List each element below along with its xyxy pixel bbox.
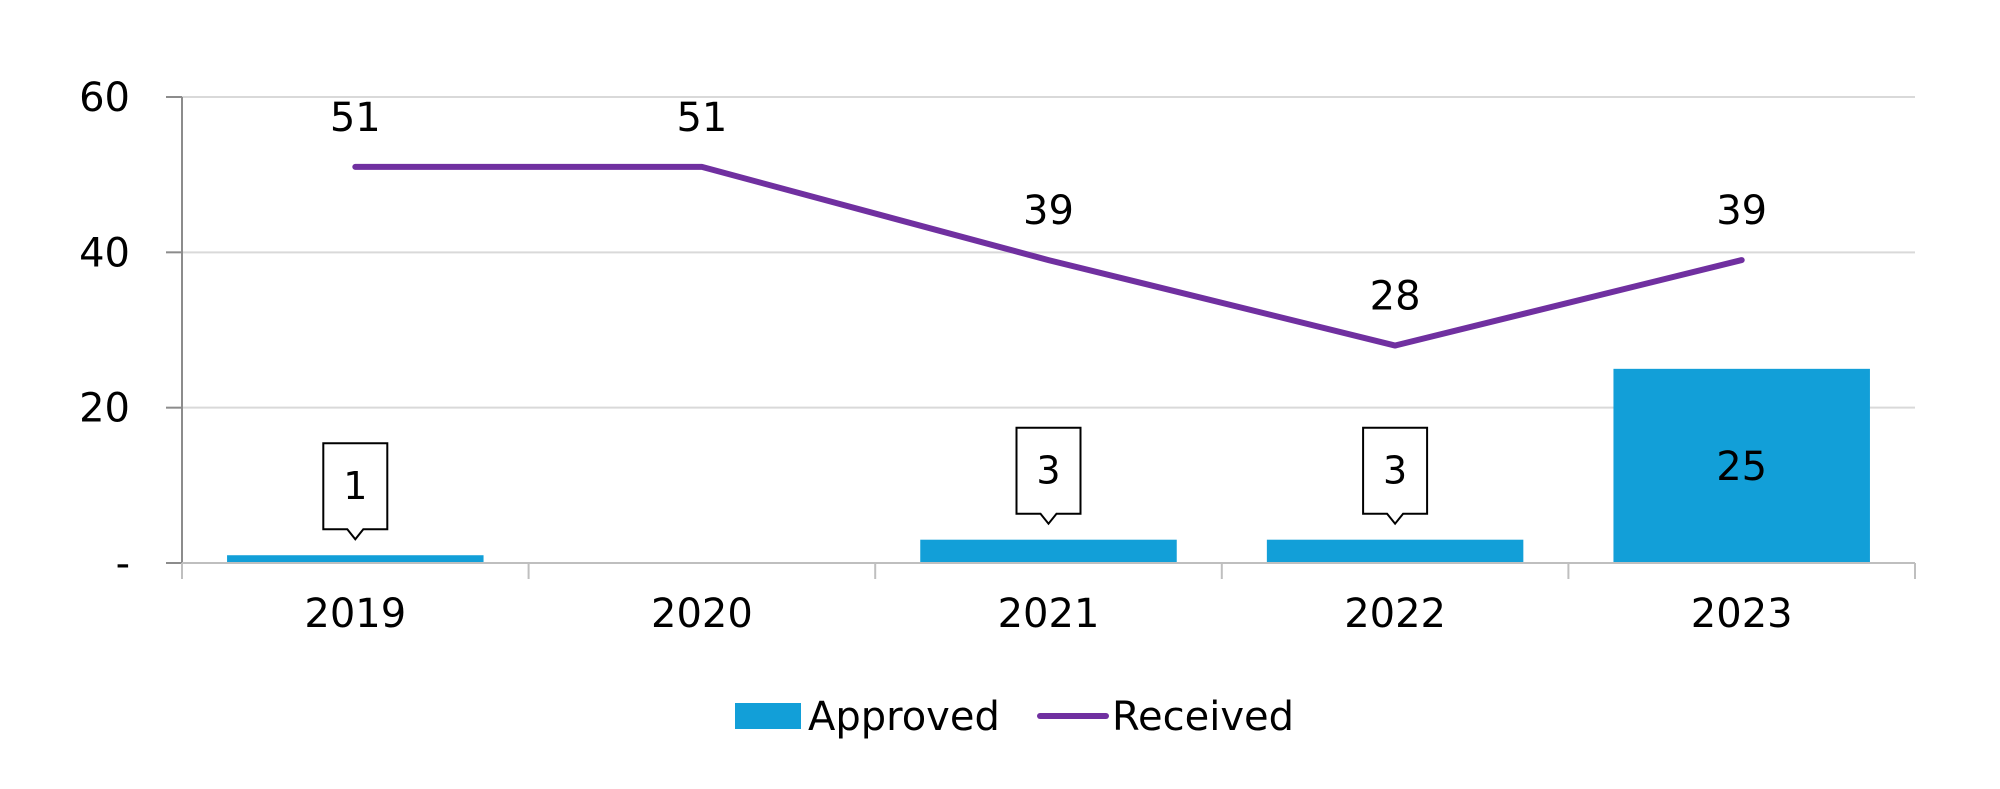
received-data-label: 51 — [330, 95, 381, 141]
approved-bar — [1613, 368, 1870, 563]
axes: - 20 40 60 2019 2020 2021 2022 2023 — [79, 75, 1916, 637]
data-labels: 51 51 39 28 39 1 3 3 25 — [322, 95, 1767, 541]
received-line — [352, 163, 1745, 349]
x-tick-label: 2020 — [651, 591, 753, 637]
received-data-label: 39 — [1023, 188, 1074, 234]
y-tick-label: - — [116, 541, 130, 587]
approved-data-label: 3 — [1036, 449, 1060, 493]
approved-data-label: 1 — [343, 464, 367, 508]
approved-bar — [227, 555, 484, 563]
approved-data-label: 25 — [1716, 444, 1767, 490]
approved-bar — [1266, 539, 1524, 563]
legend: Approved Received — [735, 694, 1294, 740]
y-tick-label: 20 — [79, 386, 130, 432]
gridlines — [182, 96, 1915, 409]
x-tick-label: 2023 — [1691, 591, 1793, 637]
approved-data-callout — [1362, 426, 1429, 526]
approved-data-callout — [1015, 426, 1082, 526]
legend-label-received: Received — [1112, 694, 1294, 740]
legend-swatch-approved — [735, 703, 801, 729]
approved-data-callout — [322, 442, 389, 541]
legend-label-approved: Approved — [808, 694, 1000, 740]
approved-bars — [227, 368, 1870, 563]
y-tick-label: 40 — [79, 230, 130, 276]
x-tick-label: 2022 — [1344, 591, 1446, 637]
received-data-label: 51 — [676, 95, 727, 141]
received-line-group — [352, 163, 1745, 349]
approved-bar — [920, 539, 1177, 563]
x-tick-label: 2019 — [304, 591, 406, 637]
x-tick-label: 2021 — [998, 591, 1100, 637]
y-tick-label: 60 — [79, 75, 130, 121]
received-data-label: 28 — [1370, 274, 1421, 320]
received-data-label: 39 — [1716, 188, 1767, 234]
approved-data-label: 3 — [1383, 449, 1407, 493]
